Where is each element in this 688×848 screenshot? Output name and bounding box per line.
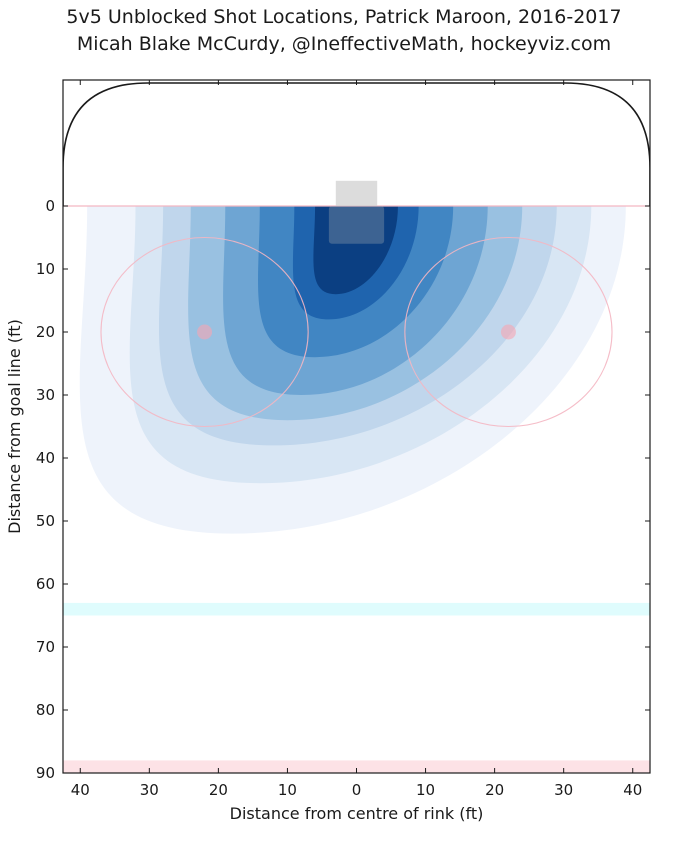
plot-area <box>63 82 650 773</box>
y-tick-label: 70 <box>36 638 55 656</box>
y-tick-label: 30 <box>36 386 55 404</box>
faceoff-circle-right <box>404 236 613 428</box>
x-tick-label: 30 <box>554 781 573 799</box>
y-tick-label: 20 <box>36 323 55 341</box>
x-tick-label: 20 <box>209 781 228 799</box>
chart-subtitle: Micah Blake McCurdy, @IneffectiveMath, h… <box>76 33 612 55</box>
y-tick-label: 60 <box>36 575 55 593</box>
contour-level-8 <box>313 206 398 295</box>
y-tick-label: 80 <box>36 701 55 719</box>
red-line <box>63 760 650 773</box>
axis-ticks: 40 30 20 10 0 10 20 30 40 0 10 20 30 40 50 60 70 80 90 <box>36 80 650 799</box>
y-tick-label: 50 <box>36 512 55 530</box>
x-tick-label: 40 <box>623 781 642 799</box>
y-axis-label: Distance from goal line (ft) <box>5 319 24 534</box>
x-tick-label: 0 <box>352 781 362 799</box>
faceoff-dot-left <box>197 324 213 340</box>
x-axis-label: Distance from centre of rink (ft) <box>230 804 484 823</box>
goal-net <box>335 180 378 206</box>
x-tick-label: 10 <box>416 781 435 799</box>
blue-line <box>63 602 650 616</box>
y-tick-label: 10 <box>36 260 55 278</box>
y-tick-label: 40 <box>36 449 55 467</box>
x-tick-label: 20 <box>485 781 504 799</box>
x-tick-label: 30 <box>140 781 159 799</box>
x-tick-label: 40 <box>71 781 90 799</box>
chart-title: 5v5 Unblocked Shot Locations, Patrick Ma… <box>66 6 622 28</box>
y-tick-label: 90 <box>36 764 55 782</box>
x-tick-label: 10 <box>278 781 297 799</box>
goal-crease <box>328 206 385 244</box>
faceoff-dot-right <box>500 324 516 340</box>
y-tick-label: 0 <box>45 197 55 215</box>
faceoff-circle-left <box>100 236 309 428</box>
